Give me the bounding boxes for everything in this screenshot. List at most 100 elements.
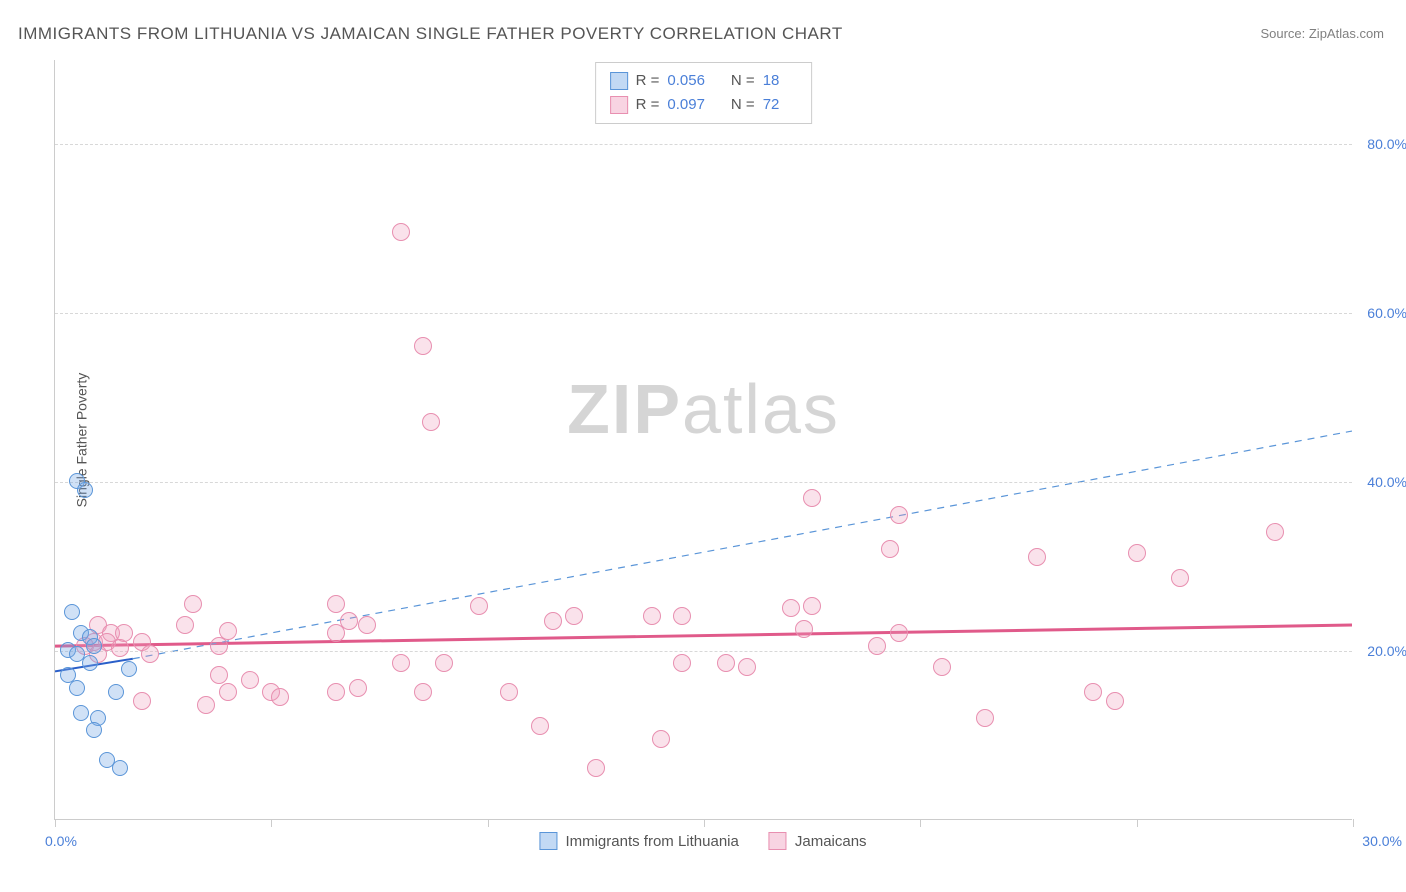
scatter-point-pink [652, 730, 670, 748]
legend-label-blue: Immigrants from Lithuania [565, 833, 738, 850]
scatter-point-pink [803, 489, 821, 507]
x-axis-max-label: 30.0% [1362, 833, 1402, 849]
scatter-point-pink [184, 595, 202, 613]
scatter-point-pink [141, 645, 159, 663]
r-value-1: 0.097 [667, 93, 705, 117]
scatter-point-pink [890, 506, 908, 524]
scatter-point-pink [1084, 683, 1102, 701]
y-tick-label: 60.0% [1367, 305, 1406, 321]
scatter-point-blue [108, 684, 124, 700]
scatter-point-pink [881, 540, 899, 558]
scatter-point-pink [349, 679, 367, 697]
x-tick [704, 819, 705, 827]
scatter-point-pink [414, 337, 432, 355]
r-label: R = [636, 69, 660, 93]
scatter-point-blue [64, 604, 80, 620]
y-tick-label: 40.0% [1367, 474, 1406, 490]
scatter-point-blue [77, 482, 93, 498]
scatter-point-pink [210, 666, 228, 684]
gridline-h [55, 482, 1352, 483]
watermark-light: atlas [682, 370, 840, 448]
source-attribution: Source: ZipAtlas.com [1260, 26, 1384, 41]
n-value-0: 18 [763, 69, 780, 93]
scatter-point-blue [69, 680, 85, 696]
watermark: ZIPatlas [567, 369, 840, 449]
gridline-h [55, 651, 1352, 652]
scatter-point-pink [868, 637, 886, 655]
scatter-point-pink [327, 595, 345, 613]
scatter-point-pink [392, 223, 410, 241]
scatter-point-pink [1028, 548, 1046, 566]
scatter-point-pink [422, 413, 440, 431]
scatter-point-pink [673, 654, 691, 672]
scatter-point-blue [112, 760, 128, 776]
scatter-point-blue [121, 661, 137, 677]
scatter-point-pink [197, 696, 215, 714]
scatter-point-pink [976, 709, 994, 727]
n-label: N = [731, 93, 755, 117]
r-value-0: 0.056 [667, 69, 705, 93]
scatter-point-pink [111, 639, 129, 657]
legend-stat-row-0: R = 0.056 N = 18 [610, 69, 798, 93]
legend-swatch-blue [610, 72, 628, 90]
scatter-point-pink [358, 616, 376, 634]
n-value-1: 72 [763, 93, 780, 117]
scatter-point-pink [782, 599, 800, 617]
scatter-point-pink [890, 624, 908, 642]
scatter-point-pink [470, 597, 488, 615]
legend-swatch-blue [539, 832, 557, 850]
legend-stats-box: R = 0.056 N = 18 R = 0.097 N = 72 [595, 62, 813, 124]
r-label: R = [636, 93, 660, 117]
scatter-point-pink [565, 607, 583, 625]
legend-item-pink: Jamaicans [769, 832, 867, 850]
scatter-point-pink [1266, 523, 1284, 541]
watermark-bold: ZIP [567, 370, 682, 448]
scatter-point-blue [82, 655, 98, 671]
scatter-point-pink [717, 654, 735, 672]
scatter-point-pink [392, 654, 410, 672]
scatter-point-pink [219, 683, 237, 701]
y-tick-label: 80.0% [1367, 136, 1406, 152]
scatter-point-pink [176, 616, 194, 634]
gridline-h [55, 313, 1352, 314]
x-tick [55, 819, 56, 827]
scatter-point-pink [210, 637, 228, 655]
scatter-point-pink [241, 671, 259, 689]
scatter-point-pink [587, 759, 605, 777]
x-axis-min-label: 0.0% [45, 833, 77, 849]
x-tick [920, 819, 921, 827]
scatter-point-pink [1128, 544, 1146, 562]
scatter-point-pink [133, 692, 151, 710]
legend-swatch-pink [769, 832, 787, 850]
chart-title: IMMIGRANTS FROM LITHUANIA VS JAMAICAN SI… [18, 24, 843, 44]
scatter-point-blue [86, 722, 102, 738]
scatter-point-pink [1171, 569, 1189, 587]
plot-area: ZIPatlas R = 0.056 N = 18 R = 0.097 N = … [54, 60, 1352, 820]
scatter-point-pink [738, 658, 756, 676]
x-tick [271, 819, 272, 827]
scatter-point-pink [1106, 692, 1124, 710]
gridline-h [55, 144, 1352, 145]
x-tick [1353, 819, 1354, 827]
x-tick [488, 819, 489, 827]
scatter-point-blue [73, 705, 89, 721]
y-tick-label: 20.0% [1367, 643, 1406, 659]
legend-stat-row-1: R = 0.097 N = 72 [610, 93, 798, 117]
scatter-point-pink [500, 683, 518, 701]
x-tick [1137, 819, 1138, 827]
trend-lines [55, 60, 1352, 819]
legend-swatch-pink [610, 96, 628, 114]
legend-label-pink: Jamaicans [795, 833, 867, 850]
scatter-point-pink [544, 612, 562, 630]
scatter-point-pink [414, 683, 432, 701]
scatter-point-blue [86, 638, 102, 654]
scatter-point-pink [795, 620, 813, 638]
scatter-point-pink [803, 597, 821, 615]
scatter-point-pink [327, 624, 345, 642]
legend-series: Immigrants from Lithuania Jamaicans [539, 832, 866, 850]
scatter-point-pink [531, 717, 549, 735]
scatter-point-pink [271, 688, 289, 706]
scatter-point-pink [327, 683, 345, 701]
scatter-point-pink [435, 654, 453, 672]
scatter-point-pink [933, 658, 951, 676]
